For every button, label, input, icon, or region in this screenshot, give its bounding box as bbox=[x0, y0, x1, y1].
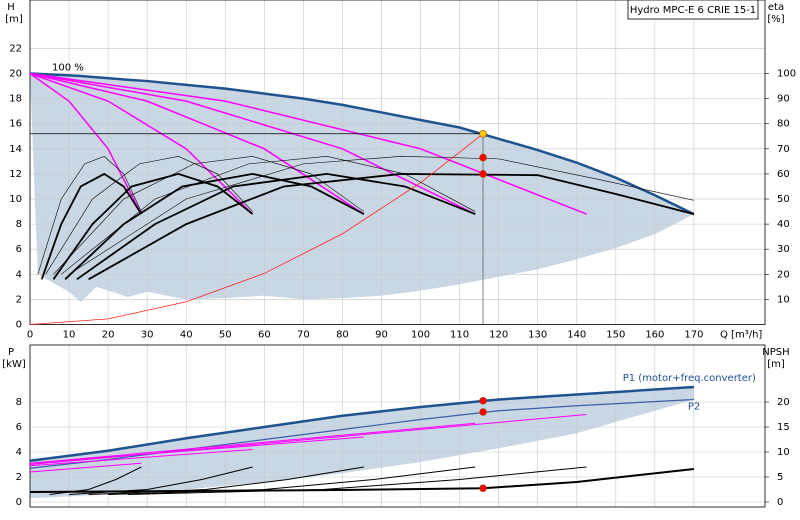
y-tick-label: 6 bbox=[16, 422, 22, 433]
y-tick-label: 8 bbox=[16, 397, 22, 408]
y-tick-label: 0 bbox=[16, 320, 22, 331]
y-tick-label: 14 bbox=[9, 144, 22, 155]
y-tick-label: 12 bbox=[9, 169, 22, 180]
curve-label: P2 bbox=[688, 402, 700, 413]
y2-axis-label: NPSH bbox=[762, 347, 789, 358]
operating-area bbox=[30, 387, 694, 499]
x-tick-label: 150 bbox=[606, 330, 625, 341]
duty-point bbox=[479, 170, 487, 178]
curve bbox=[29, 462, 142, 473]
y2-tick-label: 0 bbox=[777, 497, 783, 508]
y-axis-label: H bbox=[7, 2, 15, 13]
curve bbox=[29, 72, 587, 215]
x-tick-label: 110 bbox=[450, 330, 469, 341]
y-tick-label: 8 bbox=[16, 219, 22, 230]
duty-point bbox=[479, 408, 487, 416]
curve bbox=[29, 468, 695, 493]
curve bbox=[29, 422, 476, 464]
curve-label: P1 (motor+freq.converter) bbox=[623, 373, 756, 384]
y-axis-unit: [m] bbox=[5, 14, 23, 25]
max-curve bbox=[29, 385, 695, 462]
y2-tick-label: 5 bbox=[777, 472, 783, 483]
y-tick-label: 0 bbox=[16, 497, 22, 508]
x-tick-label: 140 bbox=[567, 330, 586, 341]
duty-point bbox=[479, 396, 487, 405]
y-tick-label: 4 bbox=[16, 447, 22, 458]
plot-frame bbox=[29, 344, 766, 508]
y-tick-label: 2 bbox=[16, 294, 22, 305]
x-tick-label: 100 bbox=[411, 330, 430, 341]
curve bbox=[37, 156, 142, 275]
chart-title: Hydro MPC-E 6 CRIE 15-1 bbox=[630, 5, 756, 16]
y2-tick-label: 50 bbox=[777, 194, 790, 205]
y2-tick-label: 30 bbox=[777, 244, 790, 255]
max-curve bbox=[29, 72, 695, 216]
y-tick-label: 16 bbox=[9, 119, 22, 130]
y2-tick-label: 20 bbox=[777, 397, 790, 408]
duty-point bbox=[479, 484, 487, 493]
x-tick-label: 50 bbox=[219, 330, 232, 341]
x-tick-label: 160 bbox=[645, 330, 664, 341]
curve bbox=[29, 72, 254, 215]
x-tick-label: 80 bbox=[336, 330, 349, 341]
annotation: 100 % bbox=[52, 63, 84, 74]
curve bbox=[29, 414, 587, 465]
x-tick-label: 0 bbox=[27, 330, 33, 341]
curve bbox=[45, 156, 253, 275]
curve bbox=[29, 133, 484, 325]
title-box bbox=[627, 0, 759, 20]
x-tick-label: 170 bbox=[684, 330, 703, 341]
curve bbox=[29, 436, 364, 464]
y-tick-label: 6 bbox=[16, 244, 22, 255]
x-tick-label: 90 bbox=[375, 330, 388, 341]
curve bbox=[53, 156, 365, 275]
curve bbox=[29, 72, 365, 215]
y2-tick-label: 10 bbox=[777, 447, 790, 458]
operating-area bbox=[30, 73, 694, 302]
x-tick-label: 40 bbox=[180, 330, 193, 341]
duty-point bbox=[479, 129, 487, 138]
curve bbox=[29, 72, 476, 215]
curve bbox=[76, 173, 476, 281]
curve bbox=[29, 449, 253, 467]
y2-tick-label: 10 bbox=[777, 294, 790, 305]
y2-tick-label: 80 bbox=[777, 119, 790, 130]
y-tick-label: 10 bbox=[9, 194, 22, 205]
duty-point bbox=[479, 153, 487, 162]
curve bbox=[68, 156, 694, 275]
y-tick-label: 2 bbox=[16, 472, 22, 483]
y2-axis-unit: [m] bbox=[767, 359, 785, 370]
y2-tick-label: 20 bbox=[777, 269, 790, 280]
curve bbox=[88, 173, 695, 281]
plot-frame bbox=[29, 0, 766, 325]
x-tick-label: 30 bbox=[141, 330, 154, 341]
x-tick-label: 10 bbox=[63, 330, 76, 341]
curve bbox=[29, 72, 142, 215]
x-tick-label: 20 bbox=[102, 330, 115, 341]
y2-tick-label: 15 bbox=[777, 422, 790, 433]
x-axis-label: Q [m³/h] bbox=[720, 330, 762, 341]
x-tick-label: 70 bbox=[297, 330, 310, 341]
x-tick-label: 60 bbox=[258, 330, 271, 341]
y-axis-label: P bbox=[8, 347, 14, 358]
y2-tick-label: 70 bbox=[777, 144, 790, 155]
y2-tick-label: 40 bbox=[777, 219, 790, 230]
curve bbox=[127, 466, 587, 495]
y-axis-unit: [kW] bbox=[2, 359, 26, 370]
y-tick-label: 4 bbox=[16, 269, 22, 280]
y2-axis-label: eta bbox=[768, 2, 784, 13]
y-tick-label: 22 bbox=[9, 43, 22, 54]
curve bbox=[64, 173, 365, 280]
y-tick-label: 20 bbox=[9, 69, 22, 80]
x-tick-label: 120 bbox=[489, 330, 508, 341]
y2-axis-unit: [%] bbox=[767, 14, 784, 25]
y-tick-label: 18 bbox=[9, 94, 22, 105]
y2-tick-label: 100 bbox=[777, 69, 796, 80]
y2-tick-label: 90 bbox=[777, 94, 790, 105]
y2-tick-label: 60 bbox=[777, 169, 790, 180]
curve bbox=[29, 398, 694, 469]
x-tick-label: 130 bbox=[528, 330, 547, 341]
